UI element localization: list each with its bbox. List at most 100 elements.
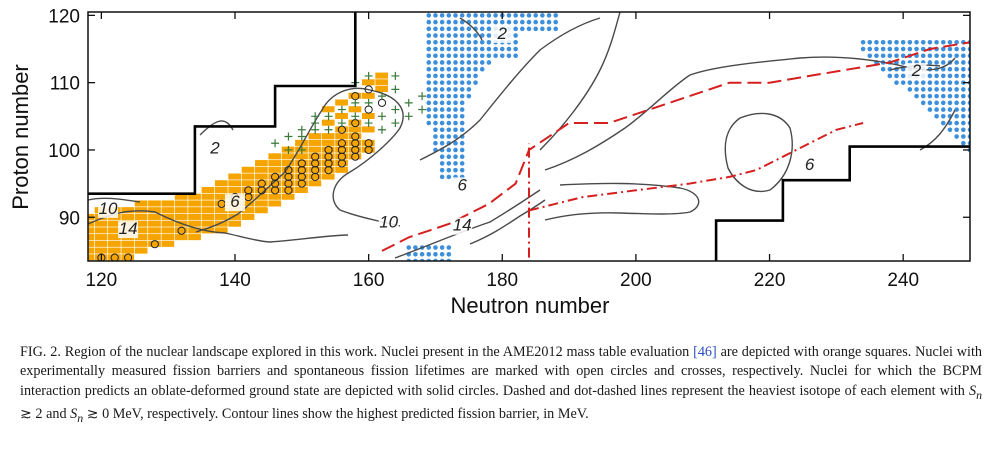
oblate-solid-circle (453, 93, 458, 99)
ame2012-square (308, 133, 322, 140)
contour-line (88, 210, 349, 243)
ame2012-square (375, 86, 389, 93)
oblate-solid-circle (446, 114, 452, 119)
fission-barrier-circle (351, 132, 360, 141)
oblate-solid-circle (961, 120, 966, 126)
oblate-solid-circle (433, 87, 438, 92)
oblate-solid-circle (433, 127, 438, 133)
sn-ge-2-dashed-line (381, 41, 970, 252)
oblate-solid-circle (914, 93, 919, 99)
oblate-solid-circle (927, 87, 933, 92)
oblate-solid-circle (459, 80, 465, 85)
oblate-solid-circle (961, 46, 966, 52)
ame2012-square (241, 200, 255, 207)
oblate-solid-circle (961, 60, 966, 65)
oblate-solid-circle (940, 66, 946, 72)
ame2012-square (134, 200, 148, 207)
oblate-solid-circle (880, 66, 886, 72)
oblate-solid-circle (907, 39, 913, 45)
oblate-solid-circle (453, 147, 458, 153)
oblate-solid-circle (473, 80, 478, 85)
oblate-solid-circle (934, 93, 939, 99)
spontaneous-fission-cross (378, 92, 386, 101)
oblate-solid-circle (426, 245, 432, 250)
ame2012-square (375, 72, 389, 79)
oblate-solid-circle (459, 161, 465, 166)
ame2012-square (241, 213, 255, 220)
contour-line (544, 56, 956, 171)
ame2012-square (348, 119, 362, 126)
ame2012-square (174, 227, 188, 234)
oblate-solid-circle (954, 60, 959, 65)
oblate-solid-circle (874, 39, 879, 45)
oblate-solid-circle (439, 100, 445, 106)
spontaneous-fission-cross (378, 125, 386, 134)
oblate-solid-circle (453, 161, 458, 166)
ame2012-square (268, 193, 282, 200)
ame2012-square (174, 234, 188, 241)
spontaneous-fission-cross (418, 105, 427, 114)
oblate-solid-circle (426, 46, 432, 52)
ame2012-square (361, 79, 375, 86)
ame2012-square (88, 240, 95, 247)
fission-barrier-open-circles (97, 85, 387, 261)
oblate-solid-circle (880, 53, 886, 59)
oblate-solid-circle (459, 127, 465, 133)
ame2012-square (241, 173, 255, 180)
contour-line (544, 182, 700, 221)
spontaneous-fission-cross (324, 112, 333, 121)
caption-lead: FIG. 2. Region of the nuclear landscape … (20, 344, 694, 360)
ame2012-square (121, 254, 135, 261)
ame2012-square (88, 247, 95, 254)
citation-link[interactable]: [46] (693, 344, 717, 360)
contour-label: 2 (497, 24, 508, 43)
oblate-solid-circle (934, 107, 939, 112)
ame2012-square (201, 193, 215, 200)
oblate-solid-circle (954, 46, 959, 52)
oblate-solid-circle (433, 80, 438, 85)
oblate-solid-circle (479, 60, 485, 65)
oblate-solid-circle (927, 80, 933, 85)
oblate-solid-circle (954, 39, 959, 45)
ame2012-square (348, 139, 362, 146)
oblate-solid-circle (453, 114, 458, 119)
oblate-solid-circle (446, 107, 452, 112)
oblate-solid-circle (426, 80, 432, 85)
oblate-solid-circle (453, 80, 458, 85)
oblate-solid-circle (553, 26, 559, 32)
fission-barrier-circle (177, 226, 186, 235)
ame2012-square (321, 173, 335, 180)
oblate-solid-circle (466, 13, 472, 18)
oblate-solid-circle (486, 19, 492, 25)
ame2012-square (214, 180, 228, 187)
oblate-solid-circle (446, 87, 452, 92)
y-tick-label: 100 (48, 141, 80, 162)
oblate-solid-circle (439, 13, 445, 18)
fission-barrier-circle (270, 172, 280, 181)
fission-barrier-circle (364, 139, 373, 148)
oblate-solid-circle (446, 26, 452, 32)
oblate-solid-circle (439, 140, 445, 146)
oblate-solid-circle (446, 13, 452, 18)
oblate-solid-circle (453, 60, 458, 65)
spontaneous-fission-cross (391, 119, 400, 128)
oblate-solid-circle (459, 46, 465, 52)
oblate-solid-circle (513, 53, 518, 59)
oblate-solid-circle (479, 53, 485, 59)
oblate-solid-circle (526, 26, 532, 32)
ame2012-square (134, 247, 148, 254)
oblate-solid-circle (927, 39, 933, 45)
boundaries (88, 12, 970, 261)
oblate-solid-circle (894, 53, 899, 59)
oblate-solid-circle (426, 60, 432, 65)
spontaneous-fission-cross (391, 71, 400, 80)
ame2012-square (214, 193, 228, 200)
oblate-solid-circle (479, 26, 485, 32)
oblate-solid-circle (426, 114, 432, 119)
oblate-solid-circle (439, 127, 445, 133)
spontaneous-fission-cross (391, 105, 400, 114)
sn-lines (381, 41, 970, 258)
oblate-solid-circle (900, 73, 906, 79)
oblate-solid-circle (533, 26, 538, 32)
fission-barrier-circle (244, 186, 253, 195)
